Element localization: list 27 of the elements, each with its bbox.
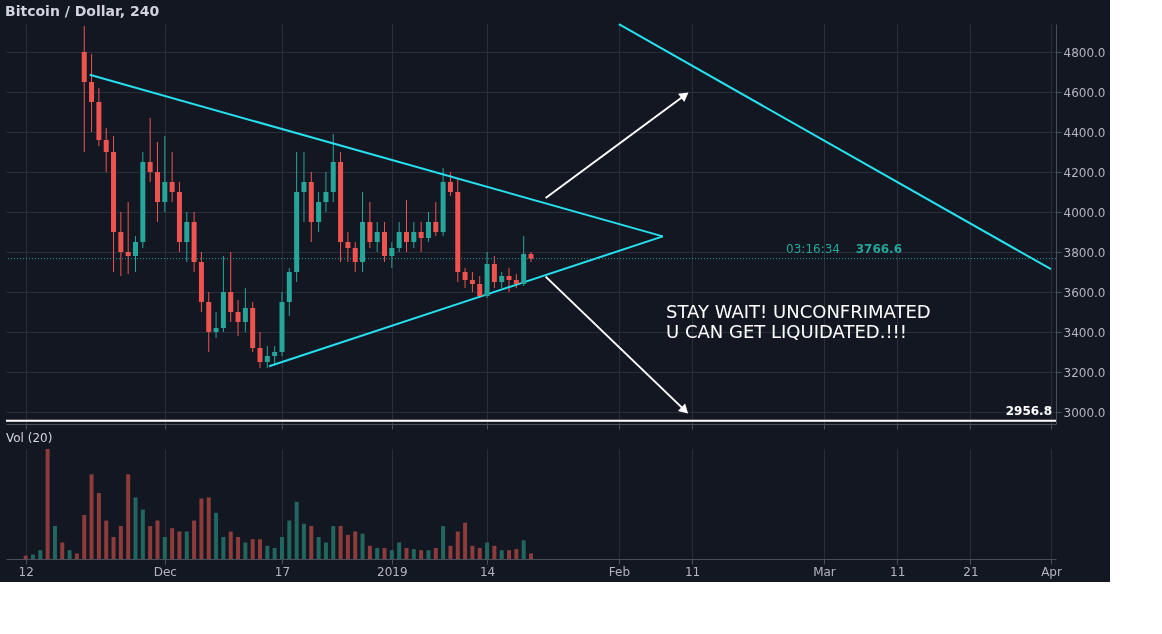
x-tick-label: Apr [1041, 564, 1062, 579]
x-tick-label: 12 [18, 564, 34, 579]
x-tick-label: Dec [153, 564, 177, 579]
x-tick-label: Feb [608, 564, 631, 579]
x-tick-label: 11 [684, 564, 701, 579]
x-tick-label: 11 [890, 564, 906, 579]
chart-title: Vol (20) [6, 431, 53, 445]
annotation: 03:16:34 [786, 241, 840, 256]
y-tick-label: 3800.0 [1063, 245, 1106, 260]
ref-line-label: 3766.6 [855, 241, 902, 256]
y-tick-label: 4200.0 [1063, 165, 1106, 180]
ref-line-label: 2956.8 [1005, 403, 1052, 418]
y-tick-label: 4000.0 [1063, 205, 1106, 220]
y-tick-label: 4400.0 [1063, 125, 1106, 140]
y-tick-label: 3600.0 [1063, 285, 1106, 300]
x-tick-label: Mar [813, 564, 836, 579]
chart-title: Bitcoin / Dollar, 240 [5, 3, 160, 20]
x-tick-label: 21 [963, 564, 979, 579]
y-tick-label: 4800.0 [1063, 45, 1106, 60]
x-tick-label: 2019 [377, 564, 408, 579]
y-tick-label: 3200.0 [1063, 365, 1106, 380]
x-tick-label: 17 [274, 564, 291, 579]
x-tick-label: 14 [479, 564, 496, 579]
y-tick-label: 3400.0 [1063, 325, 1106, 340]
annotation: STAY WAIT! UNCONFRIMATED U CAN GET LIQUIDATED.!!! [666, 301, 931, 342]
y-tick-label: 3000.0 [1063, 405, 1106, 420]
y-tick-label: 4600.0 [1063, 85, 1106, 100]
